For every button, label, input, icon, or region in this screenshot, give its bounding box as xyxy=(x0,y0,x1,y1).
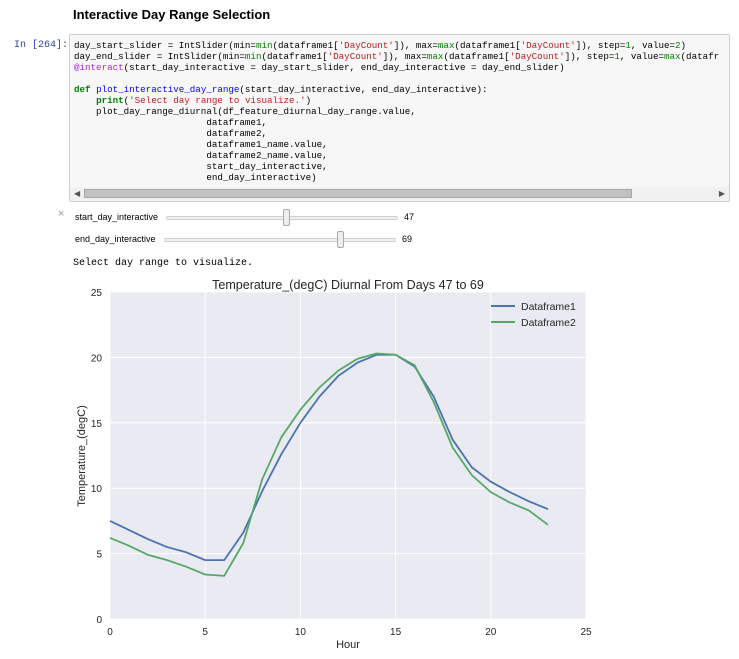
x-tick-label: 5 xyxy=(202,627,208,638)
output-text: Select day range to visualize. xyxy=(73,258,254,269)
legend-label-dataframe1: Dataframe1 xyxy=(521,301,576,313)
series-line-dataframe2 xyxy=(109,352,549,577)
series-line-dataframe1 xyxy=(109,353,549,562)
end-slider-track[interactable] xyxy=(164,238,396,242)
x-tick-label: 15 xyxy=(390,627,402,638)
start-slider-track[interactable] xyxy=(166,216,398,220)
end-slider-handle[interactable] xyxy=(337,231,344,248)
close-widget-icon[interactable]: × xyxy=(58,208,65,220)
section-heading: Interactive Day Range Selection xyxy=(73,7,271,22)
start-slider-value: 47 xyxy=(404,212,415,222)
x-tick-label: 20 xyxy=(485,627,497,638)
chart-title: Temperature_(degC) Diurnal From Days 47 … xyxy=(212,278,484,292)
end-slider-label: end_day_interactive xyxy=(75,234,156,244)
code-editor[interactable]: day_start_slider = IntSlider(min=min(dat… xyxy=(74,40,720,183)
x-tick-label: 25 xyxy=(580,627,592,638)
chart-legend: Dataframe1 Dataframe2 xyxy=(491,301,576,329)
code-cell[interactable]: day_start_slider = IntSlider(min=min(dat… xyxy=(69,34,730,202)
end-slider-value: 69 xyxy=(402,234,413,244)
y-axis-label: Temperature_(degC) xyxy=(76,405,88,507)
x-tick-label: 0 xyxy=(107,627,113,638)
y-tick-label: 5 xyxy=(96,550,102,561)
plot-area xyxy=(110,292,586,619)
cell-prompt: In [264]: xyxy=(14,40,69,51)
scroll-right-icon[interactable]: ▶ xyxy=(718,189,725,198)
y-tick-label: 15 xyxy=(91,419,103,430)
scrollbar-thumb[interactable] xyxy=(84,189,632,198)
y-tick-label: 10 xyxy=(91,484,103,495)
y-tick-label: 0 xyxy=(96,615,102,626)
x-axis-label: Hour xyxy=(336,639,360,651)
start-slider-handle[interactable] xyxy=(283,209,290,226)
legend-label-dataframe2: Dataframe2 xyxy=(521,317,576,329)
horizontal-scrollbar[interactable]: ◀ ▶ xyxy=(70,187,729,201)
start-slider-label: start_day_interactive xyxy=(75,212,159,222)
x-tick-label: 10 xyxy=(295,627,307,638)
y-tick-label: 20 xyxy=(91,353,103,364)
scroll-left-icon[interactable]: ◀ xyxy=(74,189,81,198)
y-tick-label: 25 xyxy=(91,288,103,299)
